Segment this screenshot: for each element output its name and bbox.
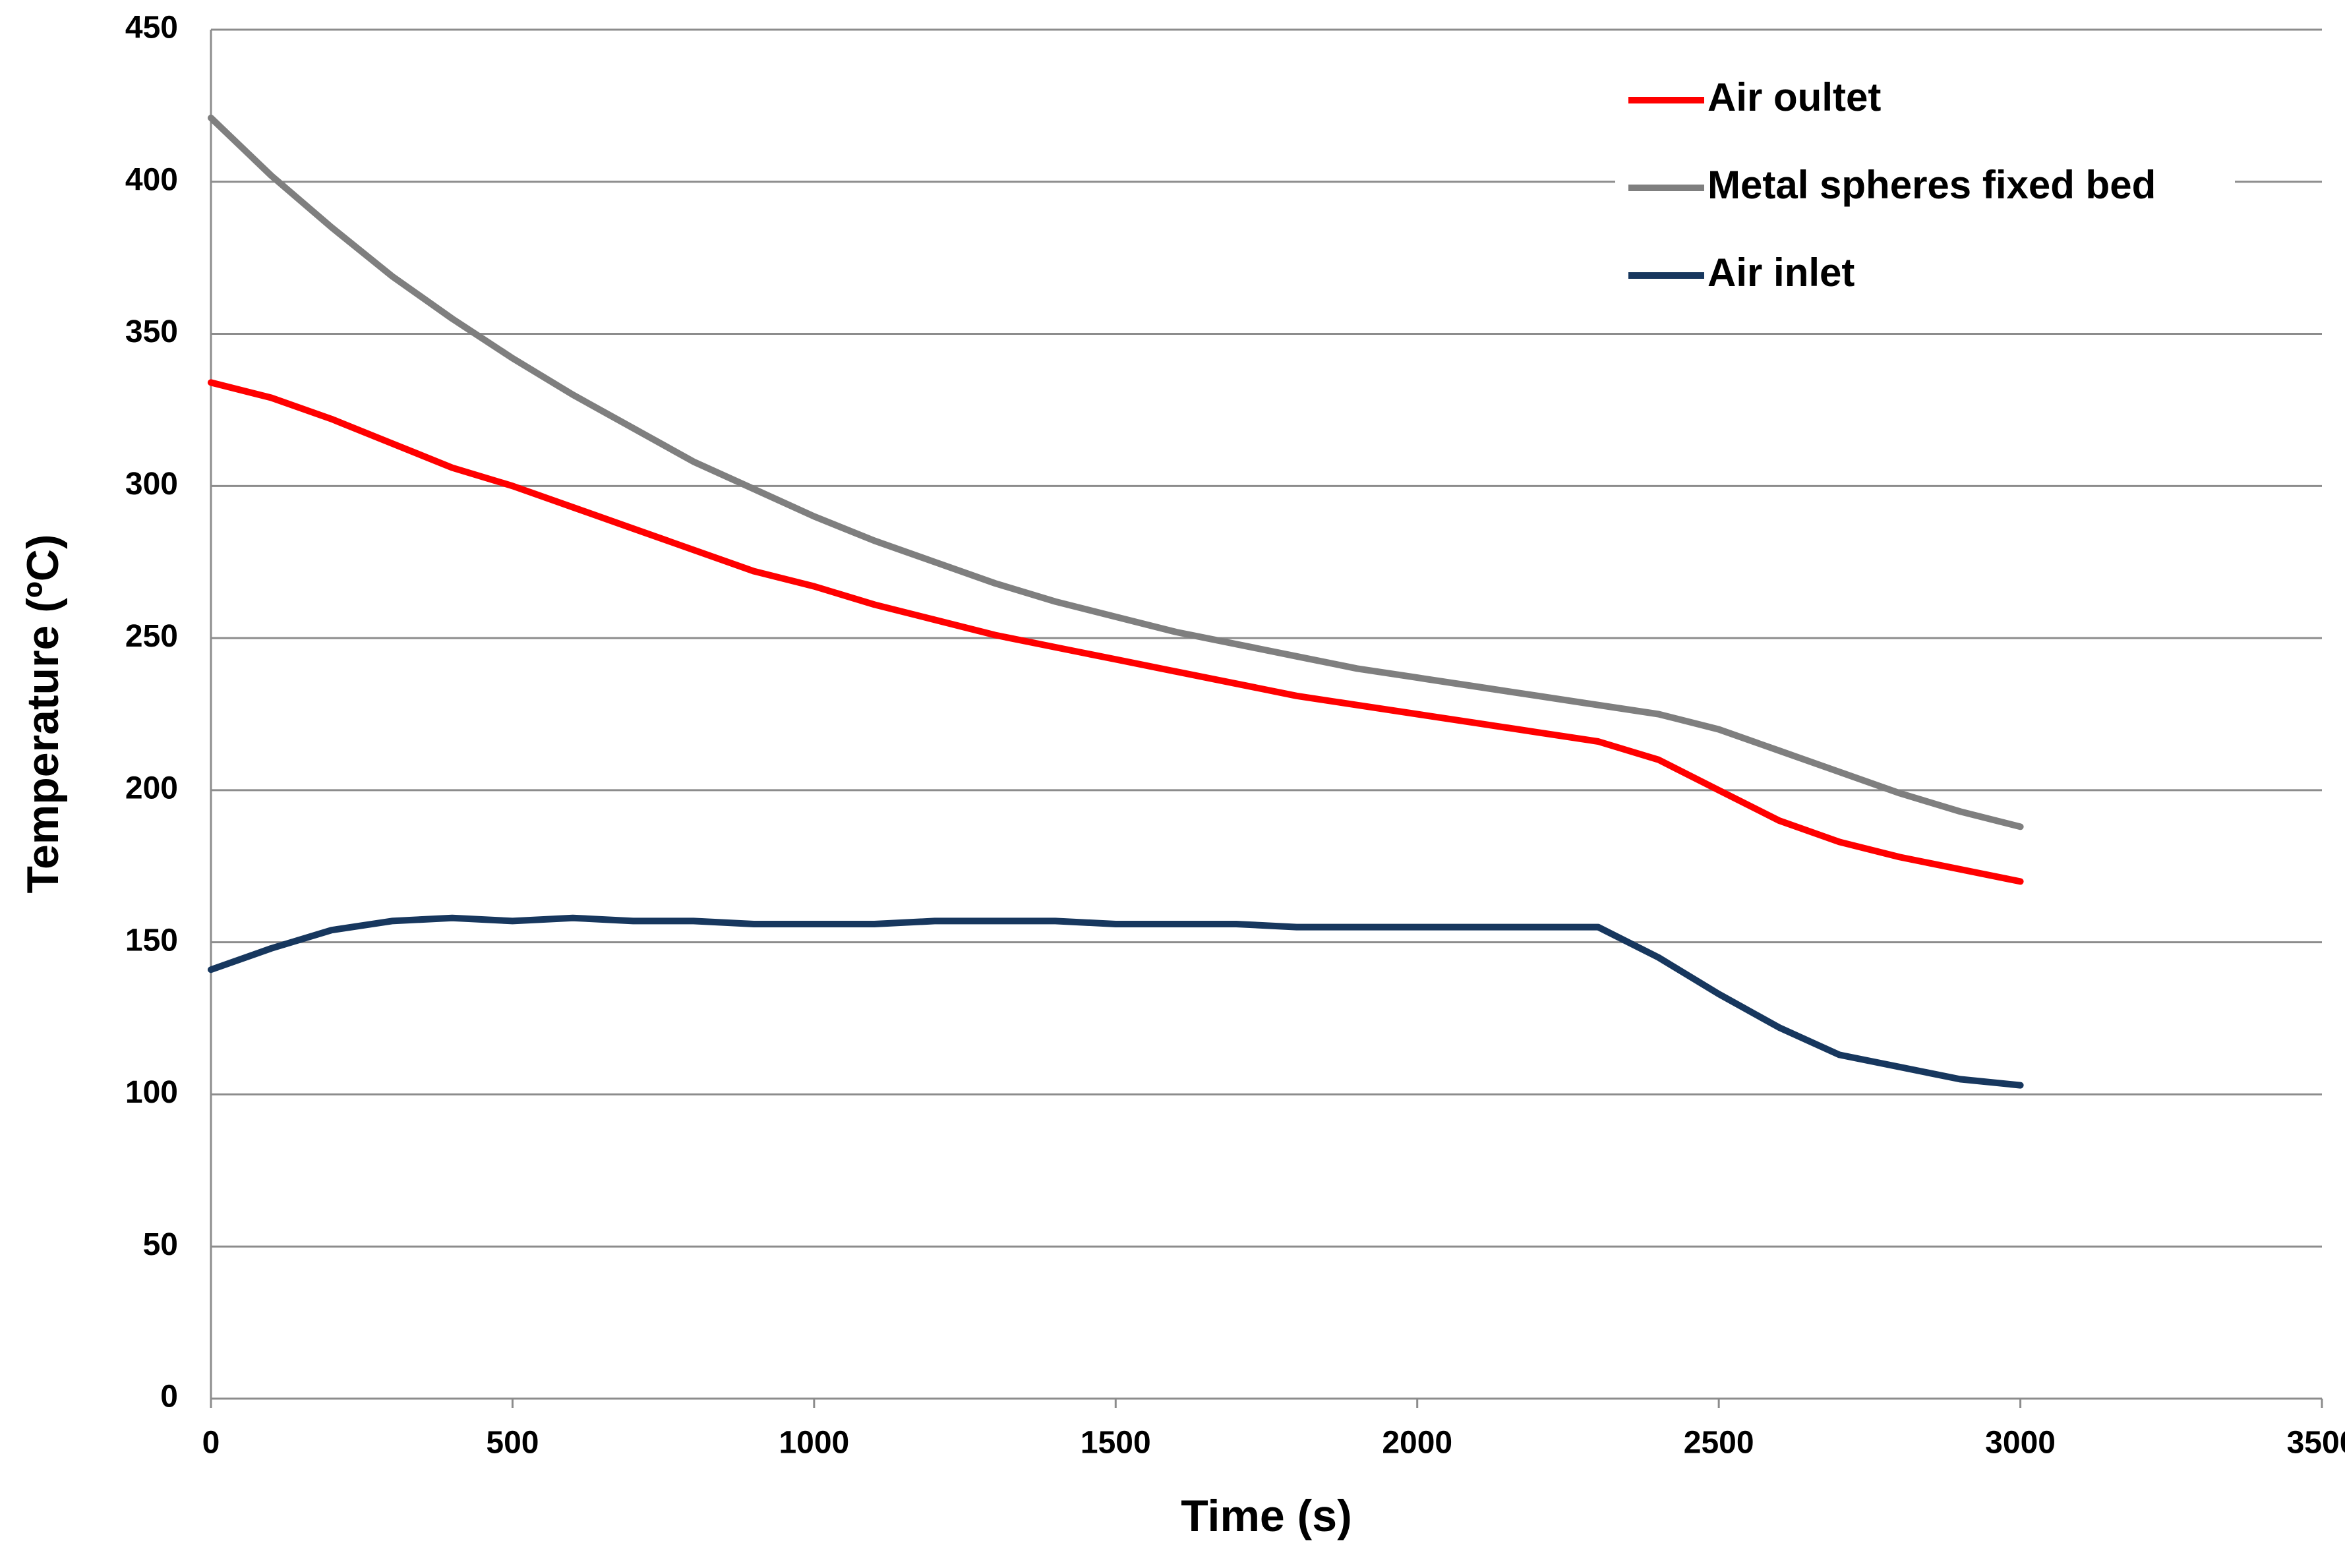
x-tick-label: 500 <box>486 1426 539 1461</box>
legend-label: Air inlet <box>1707 250 1855 295</box>
x-tick-label: 1500 <box>1081 1426 1151 1461</box>
x-tick-label: 3500 <box>2287 1426 2345 1461</box>
x-tick-label: 0 <box>202 1426 220 1461</box>
legend-label: Air oultet <box>1707 75 1881 119</box>
series-line <box>208 114 2024 830</box>
series-line <box>208 379 2024 885</box>
x-tick-label: 1000 <box>779 1426 849 1461</box>
y-tick-label: 450 <box>125 11 178 45</box>
x-tick-label: 3000 <box>1985 1426 2056 1461</box>
y-axis-title: Temperature (ºC) <box>18 535 68 894</box>
legend-background <box>1615 61 2235 330</box>
legend-label: Metal spheres fixed bed <box>1707 163 2156 207</box>
x-tick-label: 2500 <box>1684 1426 1754 1461</box>
y-tick-label: 350 <box>125 314 178 349</box>
y-tick-label: 300 <box>125 467 178 502</box>
x-tick-label: 2000 <box>1382 1426 1452 1461</box>
y-tick-label: 0 <box>160 1379 178 1414</box>
y-tick-label: 150 <box>125 923 178 958</box>
y-tick-label: 100 <box>125 1075 178 1110</box>
x-axis-title: Time (s) <box>1181 1491 1351 1541</box>
y-tick-label: 50 <box>143 1227 178 1262</box>
y-tick-label: 250 <box>125 619 178 654</box>
y-tick-label: 400 <box>125 162 178 197</box>
series-line <box>208 914 2024 1089</box>
y-tick-label: 200 <box>125 771 178 806</box>
